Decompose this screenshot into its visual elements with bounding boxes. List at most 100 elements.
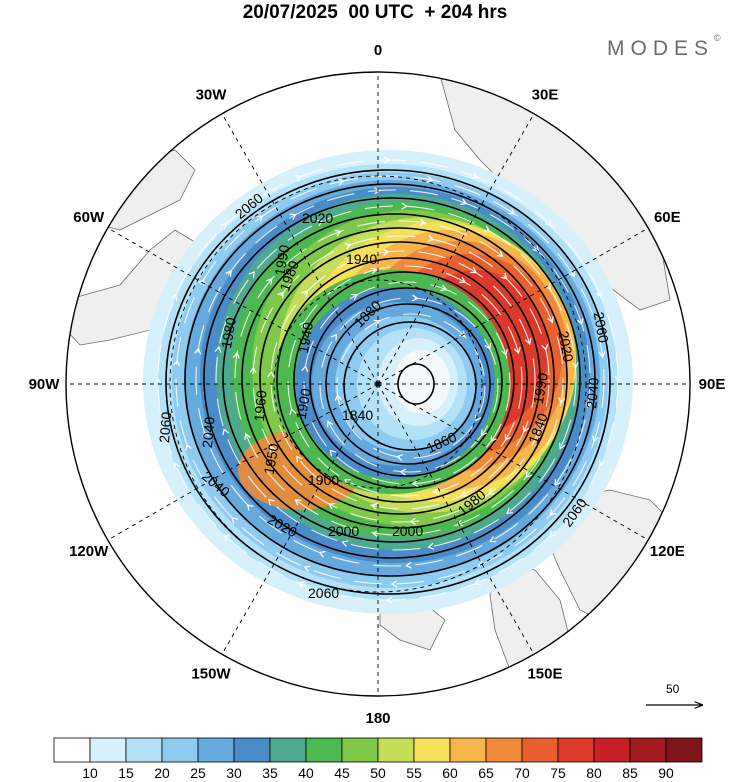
wind-arrow <box>334 394 342 401</box>
longitude-label: 60W <box>73 209 105 226</box>
contour-label: 2000 <box>328 523 359 539</box>
wind-arrow <box>296 455 303 463</box>
wind-arrow <box>334 229 342 237</box>
wind-arrow <box>329 449 337 457</box>
colorbar-swatch <box>629 737 667 763</box>
wind-arrow <box>223 534 231 541</box>
wind-arrow <box>501 348 508 356</box>
contour-label: 1990 <box>530 371 551 405</box>
copyright-mark: © <box>714 33 721 43</box>
wind-arrow <box>483 225 491 232</box>
wind-arrow <box>303 565 311 573</box>
contour-label: 1940 <box>295 321 316 355</box>
longitude-label: 150W <box>191 665 231 682</box>
colorbar-swatch <box>557 737 595 763</box>
colorbar-tick-label: 65 <box>478 765 494 781</box>
meridian-line <box>107 227 379 385</box>
wind-arrow <box>432 487 440 495</box>
colorbar-tick-label: 25 <box>190 765 206 781</box>
pole-marker <box>375 381 381 387</box>
wind-arrow <box>558 442 566 450</box>
wind-arrow <box>545 219 553 226</box>
contour-label: 1840 <box>342 407 373 423</box>
wind-arrow <box>222 428 229 436</box>
colorbar-swatch <box>233 737 271 763</box>
contour-label: 2060 <box>308 585 339 601</box>
colorbar-tick-label: 40 <box>298 765 314 781</box>
wind-arrow <box>344 242 352 250</box>
colorbar-swatch <box>521 737 559 763</box>
colorbar-swatch <box>161 737 199 763</box>
wind-arrow <box>267 370 275 378</box>
wind-arrow <box>256 215 264 222</box>
wind-arrow <box>598 351 606 358</box>
wind-arrow <box>427 542 435 550</box>
wind-arrow <box>374 187 381 195</box>
wind-arrow <box>554 479 561 486</box>
longitude-label: 30E <box>532 87 559 104</box>
wind-arrow <box>405 561 412 569</box>
wind-arrow <box>220 222 227 230</box>
wind-arrow <box>470 267 477 274</box>
wind-arrow <box>297 581 305 588</box>
brand-name: MODES <box>607 37 715 60</box>
meridian-line <box>377 113 535 385</box>
meridian-line <box>377 227 649 385</box>
wind-arrow <box>614 375 622 383</box>
wind-arrow <box>419 218 427 226</box>
colorbar-swatch <box>89 737 127 763</box>
wind-arrow <box>459 276 466 283</box>
wind-arrow <box>301 290 309 297</box>
colorbar-tick-label: 80 <box>586 765 602 781</box>
wind-arrow <box>595 290 603 298</box>
wind-arrow <box>232 351 240 359</box>
wind-arrow <box>490 435 497 443</box>
wind-arrow <box>558 397 566 405</box>
wind-arrow <box>524 337 532 345</box>
wind-arrow <box>244 432 251 440</box>
wind-arrow <box>598 459 606 467</box>
colorbar-tick-label: 50 <box>370 765 386 781</box>
wind-arrow <box>373 319 381 327</box>
colorbar-swatch <box>377 737 415 763</box>
wind-arrow <box>504 434 511 441</box>
wind-arrow <box>571 362 579 369</box>
wind-arrow <box>370 267 378 275</box>
longitude-label: 120E <box>650 543 685 560</box>
graticule <box>66 72 690 696</box>
map-title: 20/07/2025 00 UTC + 204 hrs <box>242 2 508 23</box>
wind-arrow <box>508 208 516 215</box>
wind-arrow <box>299 321 306 328</box>
wind-speed-shading <box>143 150 633 614</box>
longitude-label: 180 <box>365 710 390 727</box>
wind-arrow <box>383 156 391 164</box>
contour-label: 1940 <box>346 251 377 267</box>
wind-arrow <box>225 270 232 277</box>
wind-arrow <box>489 536 497 543</box>
height-contours <box>165 169 611 595</box>
wind-arrow <box>173 462 181 470</box>
wind-arrow <box>173 359 181 367</box>
meridian-line <box>107 383 379 541</box>
wind-arrow <box>544 283 551 290</box>
colorbar-tick-label: 85 <box>622 765 638 781</box>
reference-vector: 50 <box>646 682 702 705</box>
wind-arrow <box>341 540 349 547</box>
wind-arrow <box>337 178 345 186</box>
wind-arrow <box>289 408 297 415</box>
contour-label: 2020 <box>555 330 576 364</box>
wind-arrow <box>401 202 408 210</box>
longitude-label: 30W <box>196 87 228 104</box>
wind-arrow <box>194 347 202 355</box>
colorbar-tick-label: 70 <box>514 765 530 781</box>
colorbar-swatch <box>269 737 307 763</box>
wind-arrow <box>427 235 435 242</box>
wind-arrow <box>316 219 324 227</box>
wind-arrow <box>440 284 448 292</box>
wind-arrow <box>231 517 239 524</box>
contour-label: 1990 <box>271 243 292 277</box>
wind-arrow <box>513 347 521 354</box>
contour-label: 1980 <box>218 316 239 350</box>
colorbar-swatch <box>665 737 703 763</box>
wind-arrow <box>249 366 257 374</box>
